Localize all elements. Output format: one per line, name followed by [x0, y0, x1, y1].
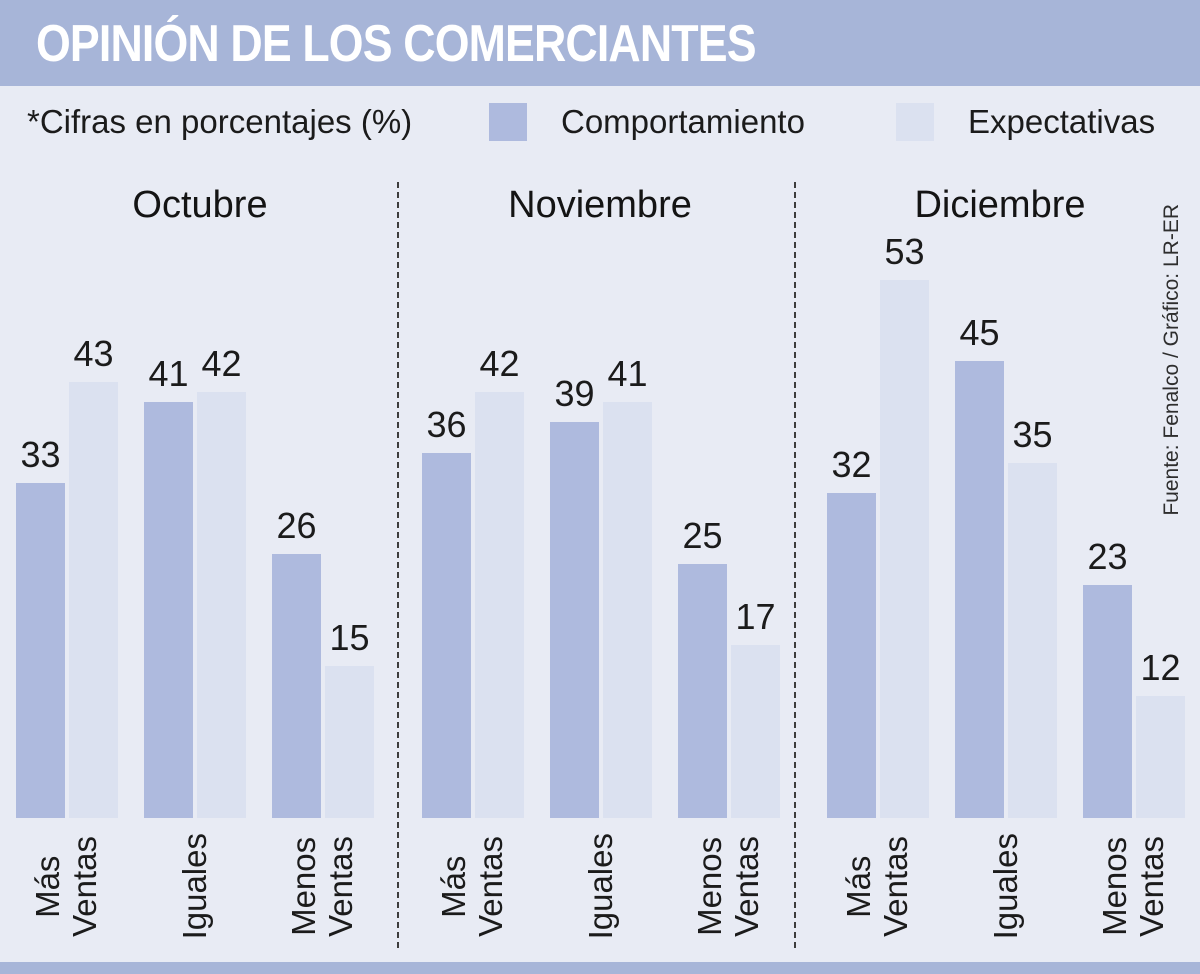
bar-value-label: 42: [479, 343, 520, 384]
legend-label: Comportamiento: [561, 103, 805, 140]
month-title-octubre: Octubre: [132, 184, 268, 226]
bar-value-label: 15: [329, 617, 370, 658]
bar-octubre-menos-ventas-expectativas: [325, 666, 374, 818]
bar-noviembre-iguales-comportamiento: [550, 422, 599, 818]
bar-value-label: 39: [554, 373, 595, 414]
header-band: OPINIÓN DE LOS COMERCIANTES: [0, 0, 1200, 86]
legend-item-comportamiento: Comportamiento: [489, 103, 805, 141]
bar-value-label: 42: [201, 343, 242, 384]
comportamiento-swatch-icon: [489, 103, 527, 141]
footer-band: [0, 962, 1200, 974]
category-label-text: Iguales: [986, 832, 1024, 940]
page-title: OPINIÓN DE LOS COMERCIANTES: [36, 15, 757, 73]
bar-noviembre-más-ventas-expectativas: [475, 392, 524, 818]
bar-value-label: 26: [276, 505, 317, 546]
category-label-text: Iguales: [581, 832, 619, 940]
bar-value-label: 35: [1012, 414, 1053, 455]
bar-noviembre-menos-ventas-expectativas: [731, 645, 780, 818]
category-label-text: Menos Ventas: [285, 835, 359, 937]
bar-value-label: 41: [607, 353, 648, 394]
category-label-text: Más Ventas: [29, 835, 103, 937]
bar-octubre-menos-ventas-comportamiento: [272, 554, 321, 818]
source-credit-text: Fuente: Fenalco / Gráfico: LR-ER: [1160, 204, 1183, 516]
month-title-diciembre: Diciembre: [914, 184, 1086, 226]
bar-diciembre-menos-ventas-expectativas: [1136, 696, 1185, 818]
bar-diciembre-más-ventas-comportamiento: [827, 493, 876, 818]
legend-label: Expectativas: [968, 103, 1156, 140]
bar-octubre-más-ventas-expectativas: [69, 382, 118, 818]
category-label-iguales: Iguales: [125, 822, 265, 950]
category-label-text: Iguales: [175, 832, 213, 940]
panel-divider: [397, 182, 399, 948]
month-title-noviembre: Noviembre: [508, 184, 692, 226]
category-label-iguales: Iguales: [531, 822, 671, 950]
panel-divider: [794, 182, 796, 948]
category-label-más-ventas: Más Ventas: [808, 822, 948, 950]
bar-value-label: 12: [1140, 647, 1181, 688]
source-credit: Fuente: Fenalco / Gráfico: LR-ER: [1150, 180, 1194, 540]
bar-octubre-más-ventas-comportamiento: [16, 483, 65, 818]
category-label-text: Más Ventas: [435, 835, 509, 937]
bar-diciembre-iguales-comportamiento: [955, 361, 1004, 818]
category-label-menos-ventas: Menos Ventas: [1064, 822, 1200, 950]
bar-noviembre-iguales-expectativas: [603, 402, 652, 818]
bar-value-label: 43: [73, 333, 114, 374]
category-label-text: Más Ventas: [840, 835, 914, 937]
bar-value-label: 25: [682, 515, 723, 556]
bar-value-label: 23: [1087, 536, 1128, 577]
bar-diciembre-iguales-expectativas: [1008, 463, 1057, 818]
bar-noviembre-menos-ventas-comportamiento: [678, 564, 727, 818]
bar-octubre-iguales-expectativas: [197, 392, 246, 818]
bar-value-label: 33: [20, 434, 61, 475]
bar-noviembre-más-ventas-comportamiento: [422, 453, 471, 818]
bar-value-label: 53: [884, 231, 925, 272]
legend-item-expectativas: Expectativas: [896, 103, 1155, 141]
bar-value-label: 45: [959, 312, 1000, 353]
bar-value-label: 32: [831, 444, 872, 485]
expectativas-swatch-icon: [896, 103, 934, 141]
bar-diciembre-más-ventas-expectativas: [880, 280, 929, 818]
category-label-menos-ventas: Menos Ventas: [659, 822, 799, 950]
bar-diciembre-menos-ventas-comportamiento: [1083, 585, 1132, 818]
bar-value-label: 36: [426, 404, 467, 445]
category-label-más-ventas: Más Ventas: [403, 822, 543, 950]
category-label-iguales: Iguales: [936, 822, 1076, 950]
bar-value-label: 41: [148, 353, 189, 394]
bar-value-label: 17: [735, 596, 776, 637]
category-label-menos-ventas: Menos Ventas: [253, 822, 393, 950]
category-label-text: Menos Ventas: [691, 835, 765, 937]
category-label-más-ventas: Más Ventas: [0, 822, 137, 950]
bar-octubre-iguales-comportamiento: [144, 402, 193, 818]
units-note: *Cifras en porcentajes (%): [27, 103, 413, 140]
category-label-text: Menos Ventas: [1096, 835, 1170, 937]
